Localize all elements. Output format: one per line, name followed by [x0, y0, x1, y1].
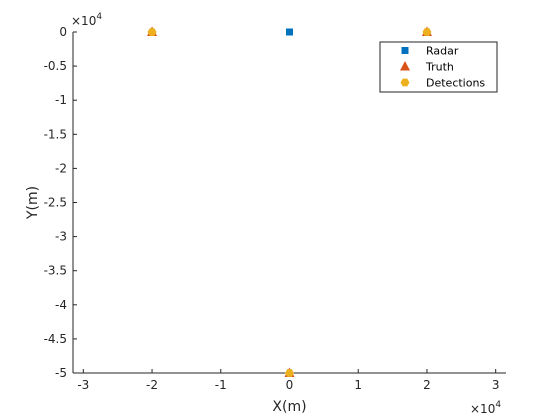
data-marks: [147, 26, 432, 377]
legend-detections-marker: [400, 78, 410, 87]
x-tick-label: -1: [215, 378, 227, 392]
y-tick-label: -4.5: [44, 332, 67, 346]
y-exponent-label: ×104: [71, 12, 102, 28]
legend-radar-marker: [401, 47, 409, 54]
y-tick-label: -0.5: [44, 59, 67, 73]
legend-detections-label: Detections: [426, 77, 485, 90]
y-tick-label: -5: [55, 366, 67, 380]
x-exponent-label: ×104: [470, 400, 501, 416]
y-tick-label: -2: [55, 161, 67, 175]
y-axis-label: Y(m): [25, 186, 41, 220]
y-tick-label: -2.5: [44, 196, 67, 210]
detections-point: [147, 28, 157, 36]
legend-truth-label: Truth: [425, 61, 454, 74]
detections-point: [285, 369, 294, 377]
y-tick-label: -1.5: [44, 127, 67, 141]
x-tick-label: 2: [423, 378, 431, 392]
x-tick-label: 0: [286, 378, 294, 392]
y-tick-label: 0: [59, 25, 67, 39]
legend: Radar Truth Detections: [379, 41, 498, 93]
y-tick-label: -4: [55, 298, 67, 312]
legend-truth-marker: [400, 61, 410, 71]
x-tick-label: -2: [146, 378, 158, 392]
x-tick-label: 1: [354, 378, 362, 392]
radar-point: [286, 28, 293, 36]
legend-radar-label: Radar: [426, 45, 459, 58]
x-tick-label: 3: [492, 378, 500, 392]
y-tick-label: -3.5: [44, 264, 67, 278]
legend-box: [379, 41, 498, 93]
x-axis-label: X(m): [272, 399, 306, 415]
axes: -3 -2 -1 0 1 2 3 0 -0.5 -1 -1.5 -2 -2.5 -3 -3.5 -4 -4.5 -…: [25, 12, 506, 416]
y-tick-label: -1: [55, 93, 67, 107]
detections-point: [422, 28, 432, 36]
x-tick-label: -3: [77, 378, 89, 392]
y-tick-label: -3: [55, 230, 67, 244]
